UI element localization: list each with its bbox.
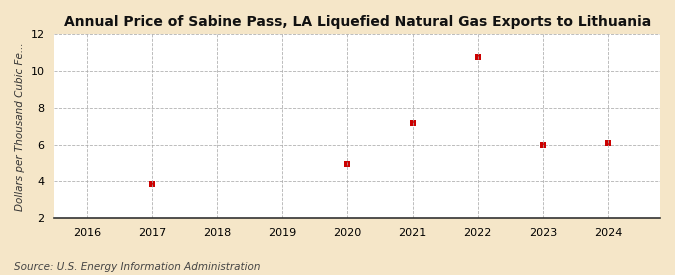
Text: Source: U.S. Energy Information Administration: Source: U.S. Energy Information Administ… bbox=[14, 262, 260, 272]
Y-axis label: Dollars per Thousand Cubic Fe...: Dollars per Thousand Cubic Fe... bbox=[15, 42, 25, 211]
Title: Annual Price of Sabine Pass, LA Liquefied Natural Gas Exports to Lithuania: Annual Price of Sabine Pass, LA Liquefie… bbox=[63, 15, 651, 29]
